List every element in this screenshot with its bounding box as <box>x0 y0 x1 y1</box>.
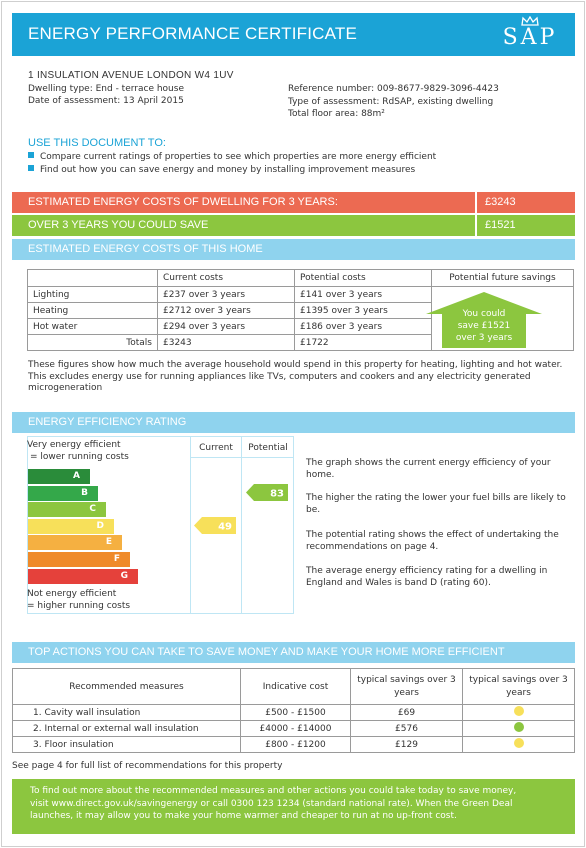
rating-band-g: G <box>28 568 138 584</box>
efficiency-text: The higher the rating the lower your fue… <box>306 493 566 515</box>
current-rating-arrow: 49 <box>194 517 236 534</box>
rating-band-a: A <box>28 469 90 484</box>
table-header-cell: Current costs <box>157 269 295 287</box>
actions-section-header: TOP ACTIONS YOU CAN TAKE TO SAVE MONEY A… <box>12 642 575 663</box>
square-bullet-icon <box>28 152 34 158</box>
rating-band-e: E <box>28 535 122 551</box>
actions-table: Recommended measures Indicative cost typ… <box>12 668 575 753</box>
table-row: 3. Floor insulation £800 - £1200 £129 <box>12 736 575 753</box>
savings-dot-icon <box>513 722 524 732</box>
table-header-cell: typical savings over 3 years <box>350 668 463 705</box>
sap-logo: SAP <box>495 15 565 54</box>
efficiency-chart: Current Potential <box>27 436 294 614</box>
use-document-title: USE THIS DOCUMENT TO: <box>28 137 166 149</box>
savings-arrow: You could save £1521 over 3 years <box>426 292 542 348</box>
savings-dot-icon <box>513 738 524 748</box>
table-header-cell: Potential future savings <box>431 269 574 287</box>
costs-section-header: ESTIMATED ENERGY COSTS OF THIS HOME <box>12 239 575 260</box>
rating-band-c: C <box>28 502 106 518</box>
costs-note: These figures show how much the average … <box>28 360 563 393</box>
table-row: 2. Internal or external wall insulation … <box>12 720 575 737</box>
efficiency-text: The average energy efficiency rating for… <box>306 566 548 588</box>
efficient-label: Very energy efficient <box>27 440 121 450</box>
table-row: 1. Cavity wall insulation £500 - £1500 £… <box>12 704 575 721</box>
estimated-costs-value: £3243 <box>477 192 575 213</box>
potential-rating-value: 83 <box>270 489 284 500</box>
costs-section-title: ESTIMATED ENERGY COSTS OF THIS HOME <box>28 243 263 255</box>
crown-icon <box>521 16 539 26</box>
table-header-cell: Recommended measures <box>12 668 241 705</box>
rating-band-d: D <box>28 518 114 534</box>
dwelling-type: Dwelling type: End - terrace house <box>28 83 184 94</box>
header-bar: ENERGY PERFORMANCE CERTIFICATE SAP <box>12 13 575 56</box>
arrow-text-line: save £1521 <box>458 321 511 331</box>
assessment-type: Type of assessment: RdSAP, existing dwel… <box>288 96 494 107</box>
square-bullet-icon <box>28 165 34 171</box>
floor-area: Total floor area: 88m² <box>288 109 385 119</box>
property-address: 1 INSULATION AVENUE LONDON W4 1UV <box>28 70 234 81</box>
rating-band-f: F <box>28 552 130 567</box>
estimated-costs-bar: ESTIMATED ENERGY COSTS OF DWELLING FOR 3… <box>12 192 575 213</box>
sap-logo-text: SAP <box>502 25 558 50</box>
table-header-cell: Indicative cost <box>240 668 351 705</box>
table-header-cell <box>27 269 158 287</box>
rating-band-b: B <box>28 485 98 501</box>
reference-number: Reference number: 009-8677-9829-3096-442… <box>288 84 499 94</box>
use-bullet: Compare current ratings of properties to… <box>28 152 436 162</box>
column-current-label: Current <box>199 443 233 453</box>
inefficient-label: Not energy efficient <box>27 589 117 599</box>
table-row: Hot water £294 over 3 years £186 over 3 … <box>27 318 574 335</box>
reference-block: Reference number: 009-8677-9829-3096-442… <box>288 83 499 121</box>
actions-section-title: TOP ACTIONS YOU CAN TAKE TO SAVE MONEY A… <box>28 646 505 658</box>
efficiency-text: The potential rating shows the effect of… <box>306 530 559 552</box>
costs-table: Current costs Potential costs Potential … <box>27 269 574 351</box>
efficiency-section-title: ENERGY EFFICIENCY RATING <box>28 416 187 428</box>
see-page-note: See page 4 for full list of recommendati… <box>12 761 283 771</box>
savings-dot-icon <box>513 706 524 716</box>
efficiency-section-header: ENERGY EFFICIENCY RATING <box>12 412 575 433</box>
potential-rating-arrow: 83 <box>246 484 288 501</box>
savings-label: OVER 3 YEARS YOU COULD SAVE <box>12 215 475 236</box>
page-title: ENERGY PERFORMANCE CERTIFICATE <box>28 24 358 43</box>
use-bullet: Find out how you can save energy and mon… <box>28 165 415 175</box>
footer-info-box: To find out more about the recommended m… <box>12 779 575 834</box>
inefficient-label-2: = higher running costs <box>27 601 131 611</box>
savings-value: £1521 <box>477 215 575 236</box>
efficiency-text: The graph shows the current energy effic… <box>306 458 551 480</box>
current-rating-value: 49 <box>218 522 232 533</box>
efficient-label-2: = lower running costs <box>30 452 129 462</box>
savings-bar: OVER 3 YEARS YOU COULD SAVE £1521 <box>12 215 575 236</box>
table-header-cell: Potential costs <box>294 269 432 287</box>
table-header-cell: typical savings over 3 years <box>462 668 575 705</box>
arrow-text-line: over 3 years <box>456 333 513 343</box>
arrow-text-line: You could <box>462 309 506 319</box>
table-row-totals: Totals £3243 £1722 <box>27 334 574 351</box>
estimated-costs-label: ESTIMATED ENERGY COSTS OF DWELLING FOR 3… <box>12 192 475 213</box>
address-block: 1 INSULATION AVENUE LONDON W4 1UV Dwelli… <box>28 70 234 108</box>
assessment-date: Date of assessment: 13 April 2015 <box>28 96 184 106</box>
column-potential-label: Potential <box>248 443 288 453</box>
